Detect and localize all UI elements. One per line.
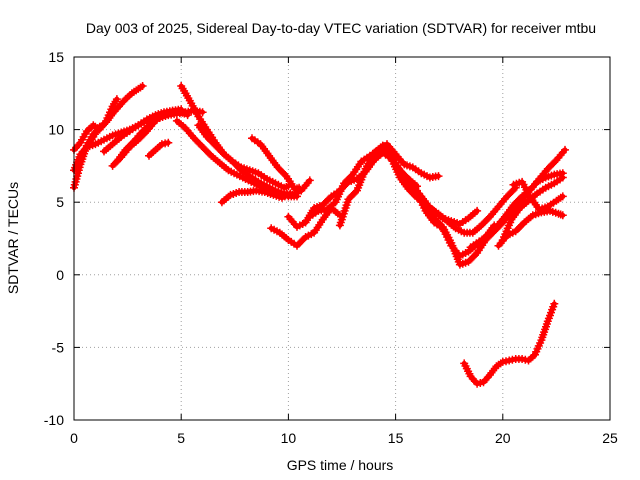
y-axis-label: SDTVAR / TECUs	[5, 182, 21, 294]
series-arc-13	[248, 134, 304, 194]
axis-ticks	[73, 56, 611, 421]
x-tick-label: 15	[388, 430, 404, 446]
series-arc-21	[466, 145, 569, 252]
x-tick-label: 0	[70, 430, 78, 446]
series-markers	[82, 122, 104, 151]
x-tick-label: 5	[177, 430, 185, 446]
x-tick-label: 20	[495, 430, 511, 446]
y-tick-label: 0	[56, 267, 64, 283]
series-markers	[466, 145, 569, 252]
x-tick-labels: 0 5 10 15 20 25	[70, 430, 618, 446]
y-tick-label: 10	[48, 122, 64, 138]
y-tick-label: -5	[52, 339, 65, 355]
series-arc-4	[82, 122, 104, 151]
grid-lines	[74, 57, 610, 420]
y-tick-label: 15	[48, 49, 64, 65]
series-arc-14	[267, 204, 344, 250]
series-arc-12	[217, 186, 295, 207]
series-markers	[498, 173, 567, 244]
chart-title: Day 003 of 2025, Sidereal Day-to-day VTE…	[86, 20, 596, 36]
series-markers	[460, 299, 559, 388]
x-axis-label: GPS time / hours	[287, 457, 394, 473]
series-markers	[145, 138, 173, 160]
series-markers	[248, 134, 304, 194]
x-tick-label: 25	[602, 430, 618, 446]
data-series	[70, 82, 569, 388]
series-arc-24	[498, 173, 567, 244]
series-arc-25	[460, 299, 559, 388]
y-tick-labels: -10 -5 0 5 10 15	[44, 49, 64, 428]
series-arc-8	[145, 138, 173, 160]
x-tick-label: 10	[281, 430, 297, 446]
series-markers	[217, 186, 295, 207]
y-tick-label: -10	[44, 412, 64, 428]
plot-frame	[73, 56, 611, 421]
series-arc-5	[100, 106, 192, 156]
y-tick-label: 5	[56, 194, 64, 210]
series-markers	[267, 204, 344, 250]
